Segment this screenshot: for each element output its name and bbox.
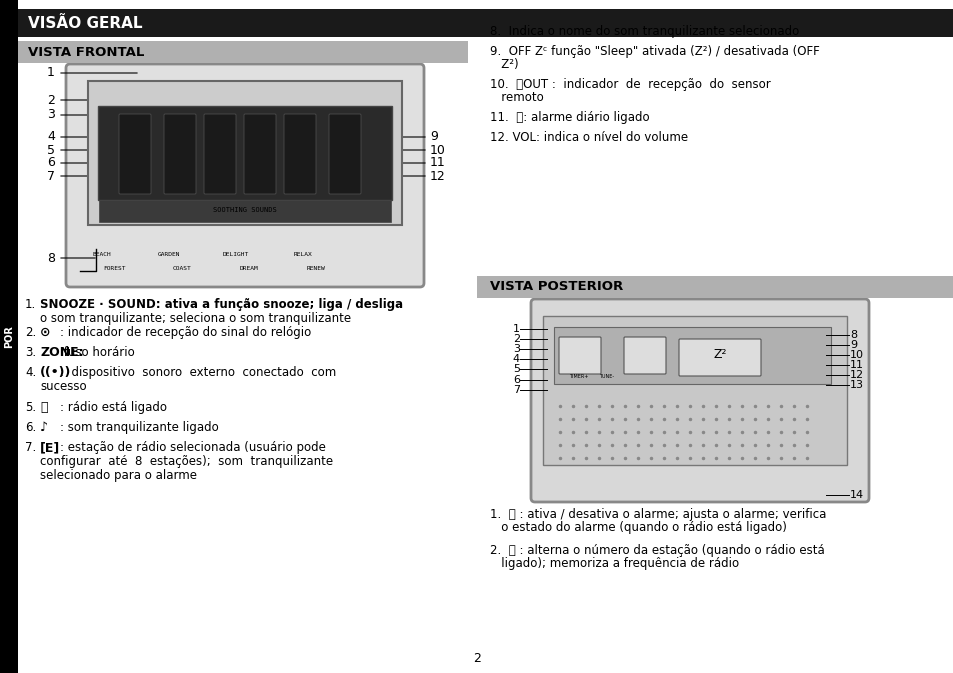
Text: 9.  OFF Zᶜ função "Sleep" ativada (Z²) / desativada (OFF: 9. OFF Zᶜ função "Sleep" ativada (Z²) / … xyxy=(490,45,819,58)
Text: 8: 8 xyxy=(849,330,856,340)
Text: 11: 11 xyxy=(849,360,863,370)
FancyBboxPatch shape xyxy=(542,316,846,465)
Text: RELAX: RELAX xyxy=(294,252,312,258)
Text: 12. VOL: indica o nível do volume: 12. VOL: indica o nível do volume xyxy=(490,131,687,144)
Text: 4: 4 xyxy=(513,354,519,364)
Text: remoto: remoto xyxy=(490,91,543,104)
Text: 1.: 1. xyxy=(25,298,36,311)
Text: 🔵: 🔵 xyxy=(40,401,48,414)
Text: configurar  até  8  estações);  som  tranquilizante: configurar até 8 estações); som tranquil… xyxy=(40,455,333,468)
Text: 8: 8 xyxy=(47,252,55,264)
FancyBboxPatch shape xyxy=(623,337,665,374)
FancyBboxPatch shape xyxy=(531,299,868,502)
Text: 10: 10 xyxy=(430,143,445,157)
Text: ZONE:: ZONE: xyxy=(40,346,84,359)
Text: SOOTHING SOUNDS: SOOTHING SOUNDS xyxy=(213,207,276,213)
Text: 2: 2 xyxy=(473,652,480,665)
Text: ((•)): ((•)) xyxy=(40,366,71,379)
FancyBboxPatch shape xyxy=(18,9,953,37)
Text: 2.  📡 : alterna o número da estação (quando o rádio está: 2. 📡 : alterna o número da estação (quan… xyxy=(490,544,824,557)
Text: 11: 11 xyxy=(430,157,445,170)
Text: 1: 1 xyxy=(47,67,55,79)
Text: 9: 9 xyxy=(430,131,437,143)
FancyBboxPatch shape xyxy=(0,0,18,673)
Text: 6: 6 xyxy=(47,157,55,170)
Text: 7: 7 xyxy=(513,385,519,395)
Text: 5.: 5. xyxy=(25,401,36,414)
Text: Z²): Z²) xyxy=(490,58,518,71)
Text: 13: 13 xyxy=(849,380,863,390)
Text: 4: 4 xyxy=(47,131,55,143)
FancyBboxPatch shape xyxy=(284,114,315,194)
Text: o estado do alarme (quando o rádio está ligado): o estado do alarme (quando o rádio está … xyxy=(490,521,786,534)
Text: 12: 12 xyxy=(430,170,445,182)
FancyBboxPatch shape xyxy=(119,114,151,194)
Text: POR: POR xyxy=(4,326,14,349)
FancyBboxPatch shape xyxy=(98,106,392,200)
Text: ligado); memoriza a frequência de rádio: ligado); memoriza a frequência de rádio xyxy=(490,557,739,570)
Text: selecionado para o alarme: selecionado para o alarme xyxy=(40,469,196,482)
Text: SNOOZE · SOUND: ativa a função snooze; liga / desliga: SNOOZE · SOUND: ativa a função snooze; l… xyxy=(40,298,403,311)
Text: sucesso: sucesso xyxy=(40,380,87,393)
Text: 4.: 4. xyxy=(25,366,36,379)
Text: 14: 14 xyxy=(849,490,863,500)
Text: [E]: [E] xyxy=(40,441,60,454)
Text: GARDEN: GARDEN xyxy=(157,252,180,258)
Text: TUNE-: TUNE- xyxy=(598,374,614,380)
Text: 5: 5 xyxy=(47,143,55,157)
Text: ⊙: ⊙ xyxy=(40,326,51,339)
Text: FOREST: FOREST xyxy=(104,266,126,271)
FancyBboxPatch shape xyxy=(99,200,391,222)
Text: VISÃO GERAL: VISÃO GERAL xyxy=(28,15,142,30)
Text: 8.  Indica o nome do som tranquilizante selecionado: 8. Indica o nome do som tranquilizante s… xyxy=(490,25,799,38)
Text: Z²: Z² xyxy=(713,349,726,361)
Text: 2.: 2. xyxy=(25,326,36,339)
FancyBboxPatch shape xyxy=(558,337,600,374)
FancyBboxPatch shape xyxy=(679,339,760,376)
Text: 6: 6 xyxy=(513,375,519,385)
Text: 3.: 3. xyxy=(25,346,36,359)
Text: 6.: 6. xyxy=(25,421,36,434)
FancyBboxPatch shape xyxy=(66,64,423,287)
Text: RENEW: RENEW xyxy=(306,266,325,271)
Text: : som tranquilizante ligado: : som tranquilizante ligado xyxy=(60,421,218,434)
FancyBboxPatch shape xyxy=(164,114,195,194)
FancyBboxPatch shape xyxy=(18,41,468,63)
Text: : indicador de recepção do sinal do relógio: : indicador de recepção do sinal do reló… xyxy=(60,326,311,339)
FancyBboxPatch shape xyxy=(329,114,360,194)
Text: BEACH: BEACH xyxy=(92,252,112,258)
Text: 7.: 7. xyxy=(25,441,36,454)
Text: VISTA FRONTAL: VISTA FRONTAL xyxy=(28,46,144,59)
Text: 3: 3 xyxy=(47,108,55,122)
Text: DREAM: DREAM xyxy=(239,266,258,271)
Text: 10: 10 xyxy=(849,350,863,360)
Text: TIMER+: TIMER+ xyxy=(568,374,588,380)
FancyBboxPatch shape xyxy=(204,114,235,194)
FancyBboxPatch shape xyxy=(244,114,275,194)
FancyBboxPatch shape xyxy=(554,327,830,384)
Text: 7: 7 xyxy=(47,170,55,182)
FancyBboxPatch shape xyxy=(476,276,953,298)
Text: DELIGHT: DELIGHT xyxy=(223,252,249,258)
Text: :  dispositivo  sonoro  externo  conectado  com: : dispositivo sonoro externo conectado c… xyxy=(60,366,335,379)
Text: 2: 2 xyxy=(513,334,519,344)
Text: 9: 9 xyxy=(849,340,856,350)
Text: o som tranquilizante; seleciona o som tranquilizante: o som tranquilizante; seleciona o som tr… xyxy=(40,312,351,325)
Text: 1: 1 xyxy=(513,324,519,334)
Text: fuso horário: fuso horário xyxy=(60,346,134,359)
Text: ♪: ♪ xyxy=(40,421,48,434)
Text: 1.  🔔 : ativa / desativa o alarme; ajusta o alarme; verifica: 1. 🔔 : ativa / desativa o alarme; ajusta… xyxy=(490,508,825,521)
Text: 12: 12 xyxy=(849,370,863,380)
Text: VISTA POSTERIOR: VISTA POSTERIOR xyxy=(490,281,622,293)
Text: 3: 3 xyxy=(513,344,519,354)
Text: : rádio está ligado: : rádio está ligado xyxy=(60,401,167,414)
Text: COAST: COAST xyxy=(172,266,192,271)
Text: 2: 2 xyxy=(47,94,55,106)
FancyBboxPatch shape xyxy=(88,81,401,225)
Text: : estação de rádio selecionada (usuário pode: : estação de rádio selecionada (usuário … xyxy=(60,441,326,454)
Text: 5: 5 xyxy=(513,364,519,374)
Text: 11.  🔔: alarme diário ligado: 11. 🔔: alarme diário ligado xyxy=(490,111,649,124)
Text: 10.  🔊OUT :  indicador  de  recepção  do  sensor: 10. 🔊OUT : indicador de recepção do sens… xyxy=(490,78,770,91)
